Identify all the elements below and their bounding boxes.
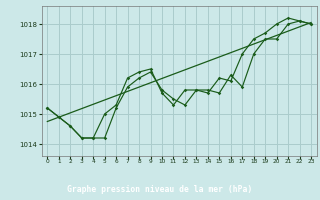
Text: Graphe pression niveau de la mer (hPa): Graphe pression niveau de la mer (hPa) xyxy=(68,185,252,194)
